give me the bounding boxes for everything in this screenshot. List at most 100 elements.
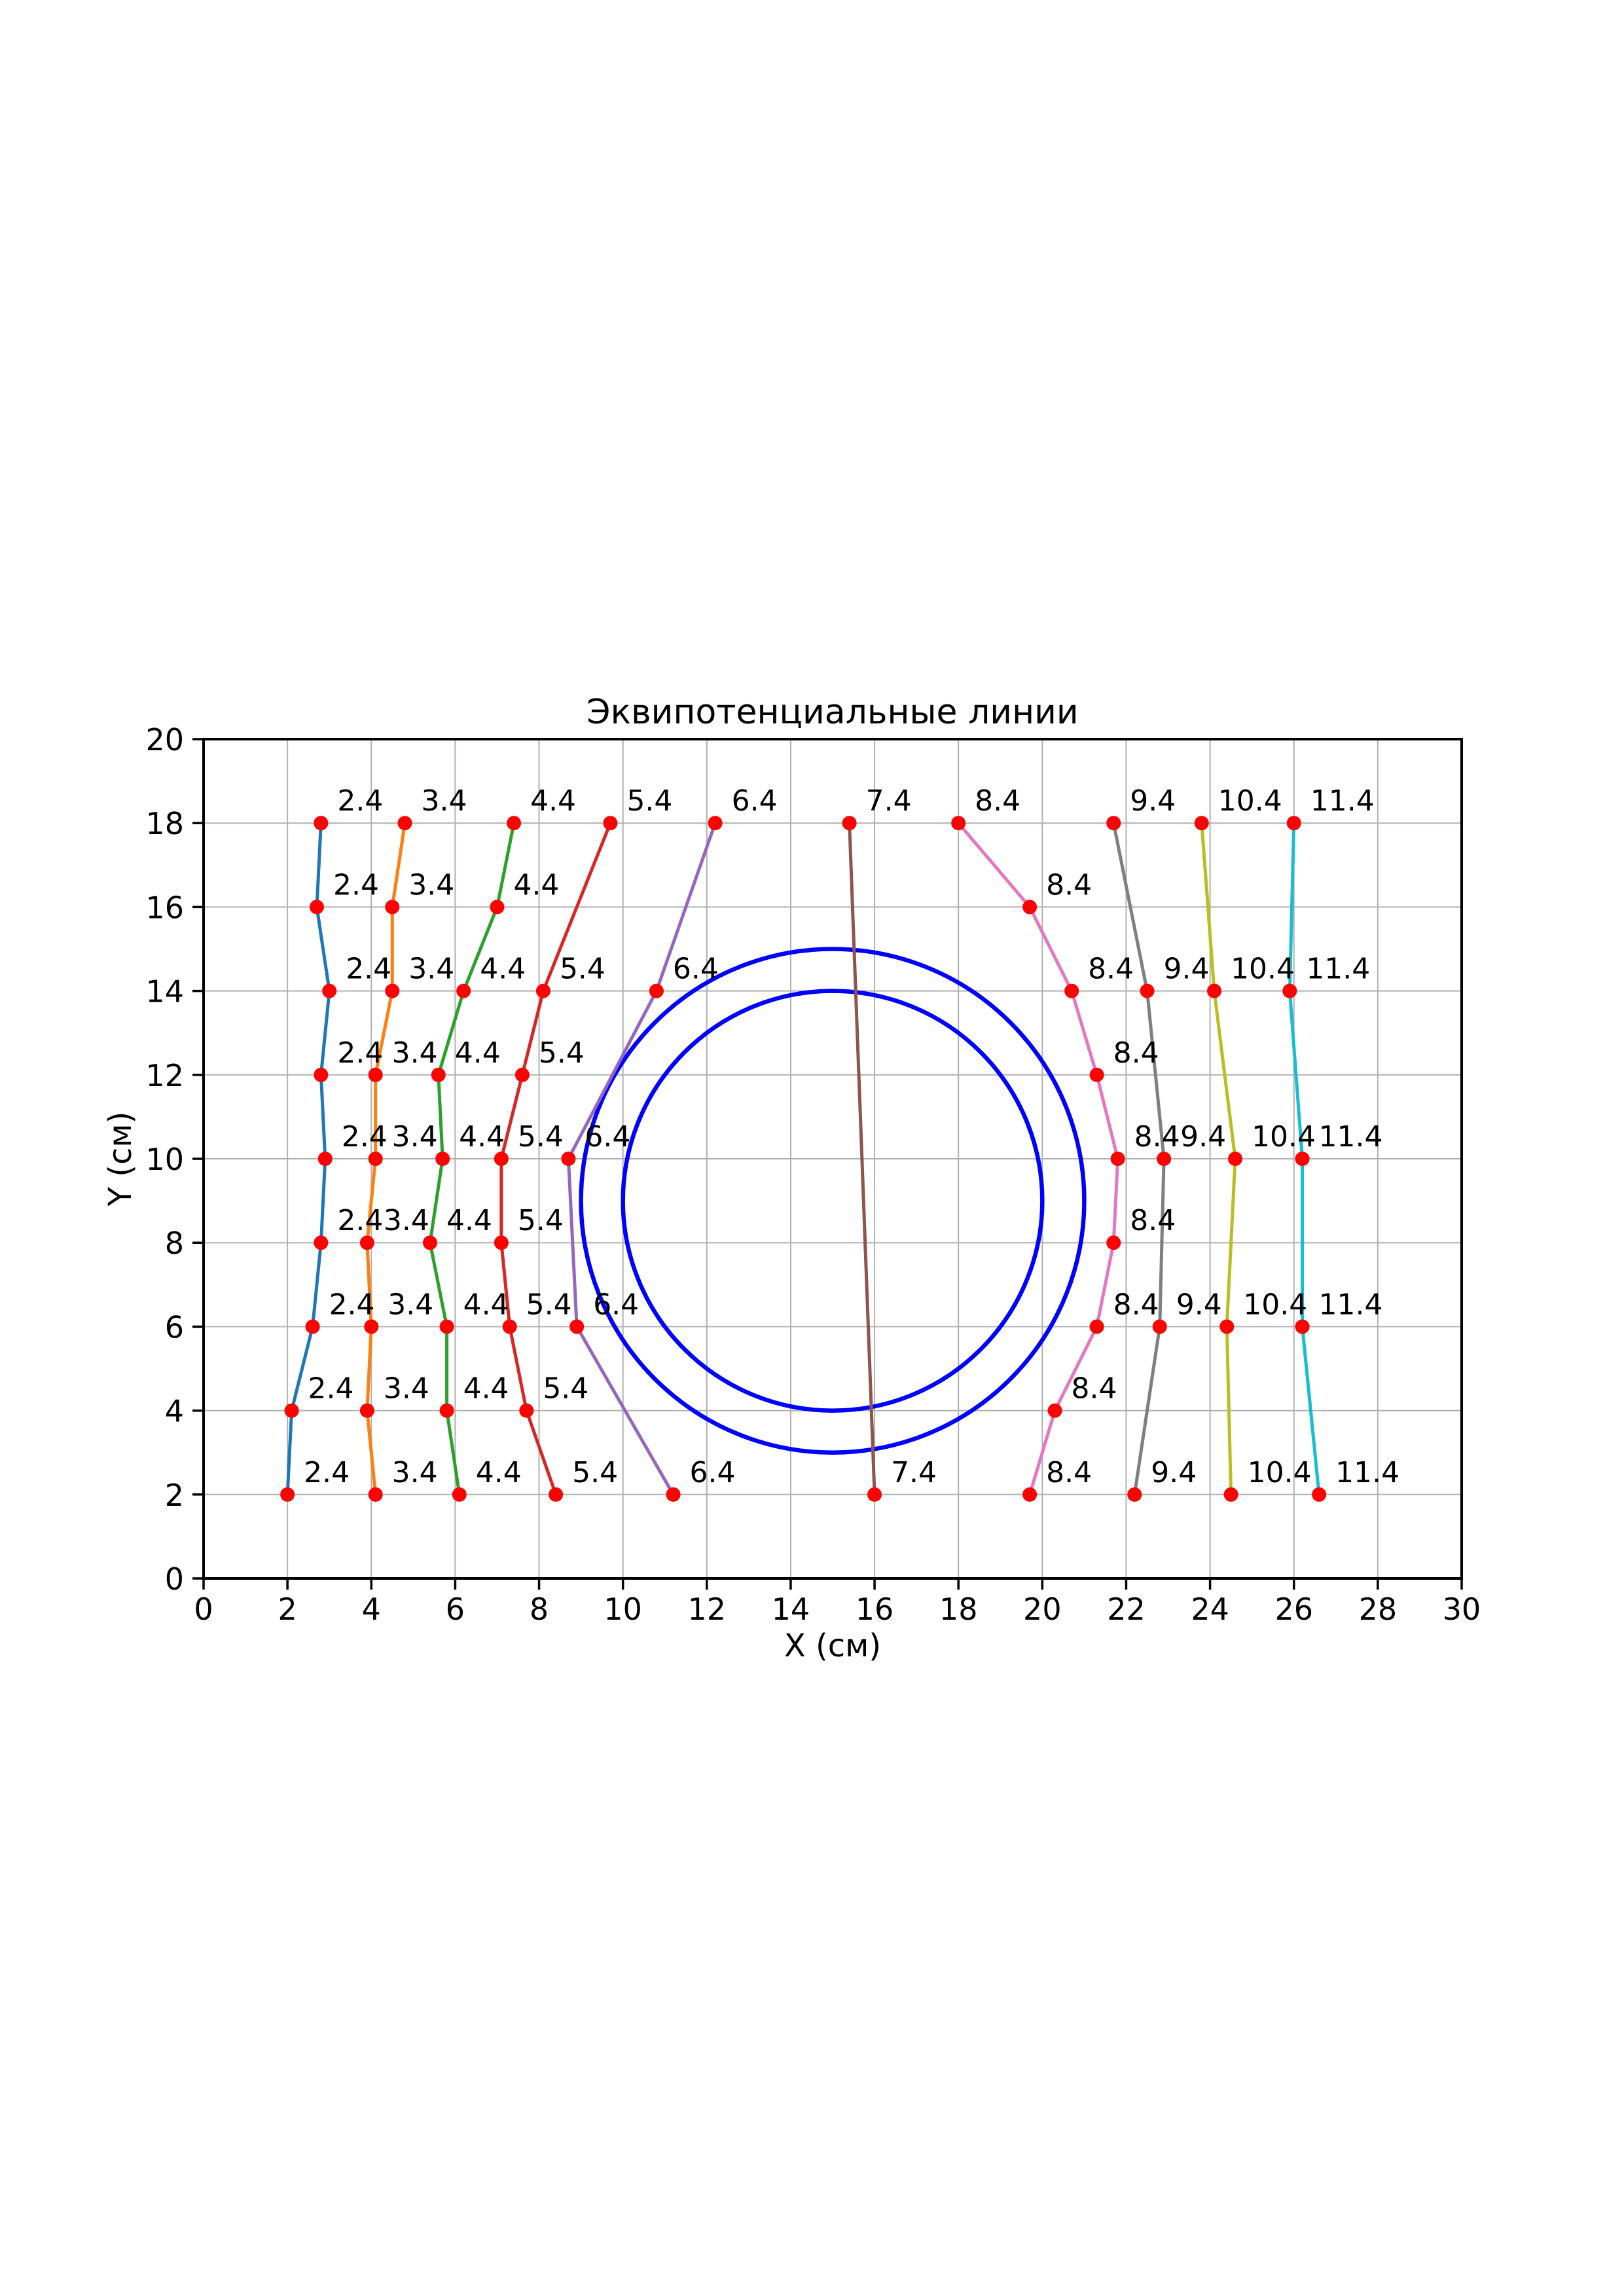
- chart-title: Эквипотенциальные линии: [586, 693, 1078, 732]
- point-value-label: 5.4: [543, 1372, 588, 1406]
- data-point-marker: [359, 1403, 374, 1418]
- point-value-label: 11.4: [1306, 953, 1370, 986]
- point-value-label: 4.4: [455, 1036, 501, 1070]
- data-point-marker: [1207, 983, 1222, 998]
- data-point-marker: [422, 1235, 437, 1250]
- point-value-label: 9.4: [1130, 784, 1176, 818]
- x-axis-ticks: 0 2 4 6 8 10 12 14 16 18 20 22 24 26 28 30: [194, 1578, 1481, 1627]
- data-point-marker: [1152, 1319, 1167, 1334]
- data-point-marker: [1106, 1235, 1121, 1250]
- point-value-label: 8.4: [975, 784, 1020, 818]
- data-point-marker: [431, 1067, 446, 1082]
- x-tick-label: 30: [1443, 1592, 1481, 1627]
- point-value-label: 5.4: [626, 784, 672, 818]
- point-value-label: 6.4: [732, 784, 778, 818]
- point-value-label: 9.4: [1164, 953, 1210, 986]
- data-point-marker: [317, 1152, 333, 1166]
- data-point-marker: [535, 983, 550, 998]
- data-point-marker: [1022, 900, 1038, 915]
- point-value-label: 10.4: [1248, 1456, 1312, 1489]
- data-point-marker: [1219, 1319, 1235, 1334]
- data-point-marker: [280, 1487, 295, 1502]
- point-value-label: 8.4: [1130, 1204, 1176, 1237]
- point-value-label: 6.4: [673, 953, 719, 986]
- point-value-label: 5.4: [572, 1456, 618, 1489]
- data-point-marker: [490, 900, 505, 915]
- point-value-label: 8.4: [1113, 1036, 1159, 1070]
- data-point-marker: [1295, 1152, 1310, 1166]
- point-value-label: 3.4: [384, 1372, 429, 1406]
- data-point-marker: [368, 1487, 383, 1502]
- data-point-marker: [561, 1152, 576, 1166]
- data-point-marker: [368, 1067, 383, 1082]
- data-point-marker: [314, 1235, 329, 1250]
- x-tick-label: 20: [1023, 1592, 1062, 1627]
- x-tick-label: 28: [1359, 1592, 1398, 1627]
- y-tick-label: 12: [145, 1058, 184, 1093]
- point-value-label: 4.4: [513, 868, 559, 902]
- y-tick-label: 20: [145, 722, 184, 757]
- point-value-label: 9.4: [1176, 1288, 1222, 1321]
- data-point-marker: [435, 1152, 450, 1166]
- point-value-label: 4.4: [446, 1204, 492, 1237]
- point-value-label: 2.4: [333, 868, 379, 902]
- data-point-marker: [1106, 816, 1121, 831]
- data-point-marker: [439, 1403, 454, 1418]
- y-tick-label: 6: [165, 1309, 184, 1345]
- x-tick-label: 24: [1191, 1592, 1229, 1627]
- point-value-label: 8.4: [1046, 1456, 1092, 1489]
- data-point-marker: [1282, 983, 1297, 998]
- data-point-marker: [569, 1319, 585, 1334]
- data-point-marker: [368, 1152, 383, 1166]
- data-point-marker: [502, 1319, 517, 1334]
- data-point-marker: [867, 1487, 882, 1502]
- data-point-marker: [397, 816, 412, 831]
- data-point-marker: [284, 1403, 299, 1418]
- point-value-label: 3.4: [392, 1036, 438, 1070]
- x-tick-label: 8: [530, 1592, 549, 1627]
- point-value-label: 2.4: [329, 1288, 375, 1321]
- data-point-marker: [519, 1403, 534, 1418]
- data-point-marker: [364, 1319, 379, 1334]
- x-tick-label: 26: [1274, 1592, 1313, 1627]
- y-axis-ticks: 0 2 4 6 8 10 12 14 16 18 20: [145, 722, 204, 1597]
- y-tick-label: 18: [145, 806, 184, 841]
- data-point-marker: [1110, 1152, 1125, 1166]
- y-tick-label: 8: [165, 1226, 184, 1261]
- electrode-inner-circle: [621, 989, 1045, 1413]
- point-value-label: 5.4: [518, 1120, 564, 1154]
- x-tick-label: 0: [194, 1592, 213, 1627]
- data-point-marker: [1064, 983, 1079, 998]
- data-point-marker: [951, 816, 966, 831]
- point-value-label: 11.4: [1319, 1120, 1383, 1154]
- point-value-label: 8.4: [1046, 868, 1092, 902]
- point-value-label: 5.4: [518, 1204, 564, 1237]
- x-tick-label: 10: [604, 1592, 642, 1627]
- point-value-label: 11.4: [1319, 1288, 1383, 1321]
- y-tick-label: 4: [165, 1394, 184, 1429]
- data-point-marker: [1127, 1487, 1142, 1502]
- electrode-outer-circle: [579, 947, 1087, 1455]
- x-tick-label: 16: [856, 1592, 894, 1627]
- data-point-marker: [649, 983, 664, 998]
- point-value-label: 3.4: [384, 1204, 429, 1237]
- data-point-marker: [1194, 816, 1209, 831]
- data-point-marker: [507, 816, 522, 831]
- y-axis-label: Y (см): [102, 1112, 139, 1207]
- data-point-marker: [314, 1067, 329, 1082]
- point-value-label: 8.4: [1072, 1372, 1117, 1406]
- data-point-marker: [603, 816, 618, 831]
- data-point-marker: [314, 816, 329, 831]
- y-tick-label: 2: [165, 1478, 184, 1513]
- point-value-label: 2.4: [337, 784, 383, 818]
- data-point-marker: [1022, 1487, 1038, 1502]
- point-value-label: 4.4: [459, 1120, 505, 1154]
- data-point-marker: [842, 816, 857, 831]
- point-value-label: 8.4: [1134, 1120, 1180, 1154]
- equipotential-line-5.4: [499, 821, 612, 1497]
- data-point-marker: [1140, 983, 1155, 998]
- point-value-label: 5.4: [560, 953, 605, 986]
- point-value-label: 2.4: [346, 953, 391, 986]
